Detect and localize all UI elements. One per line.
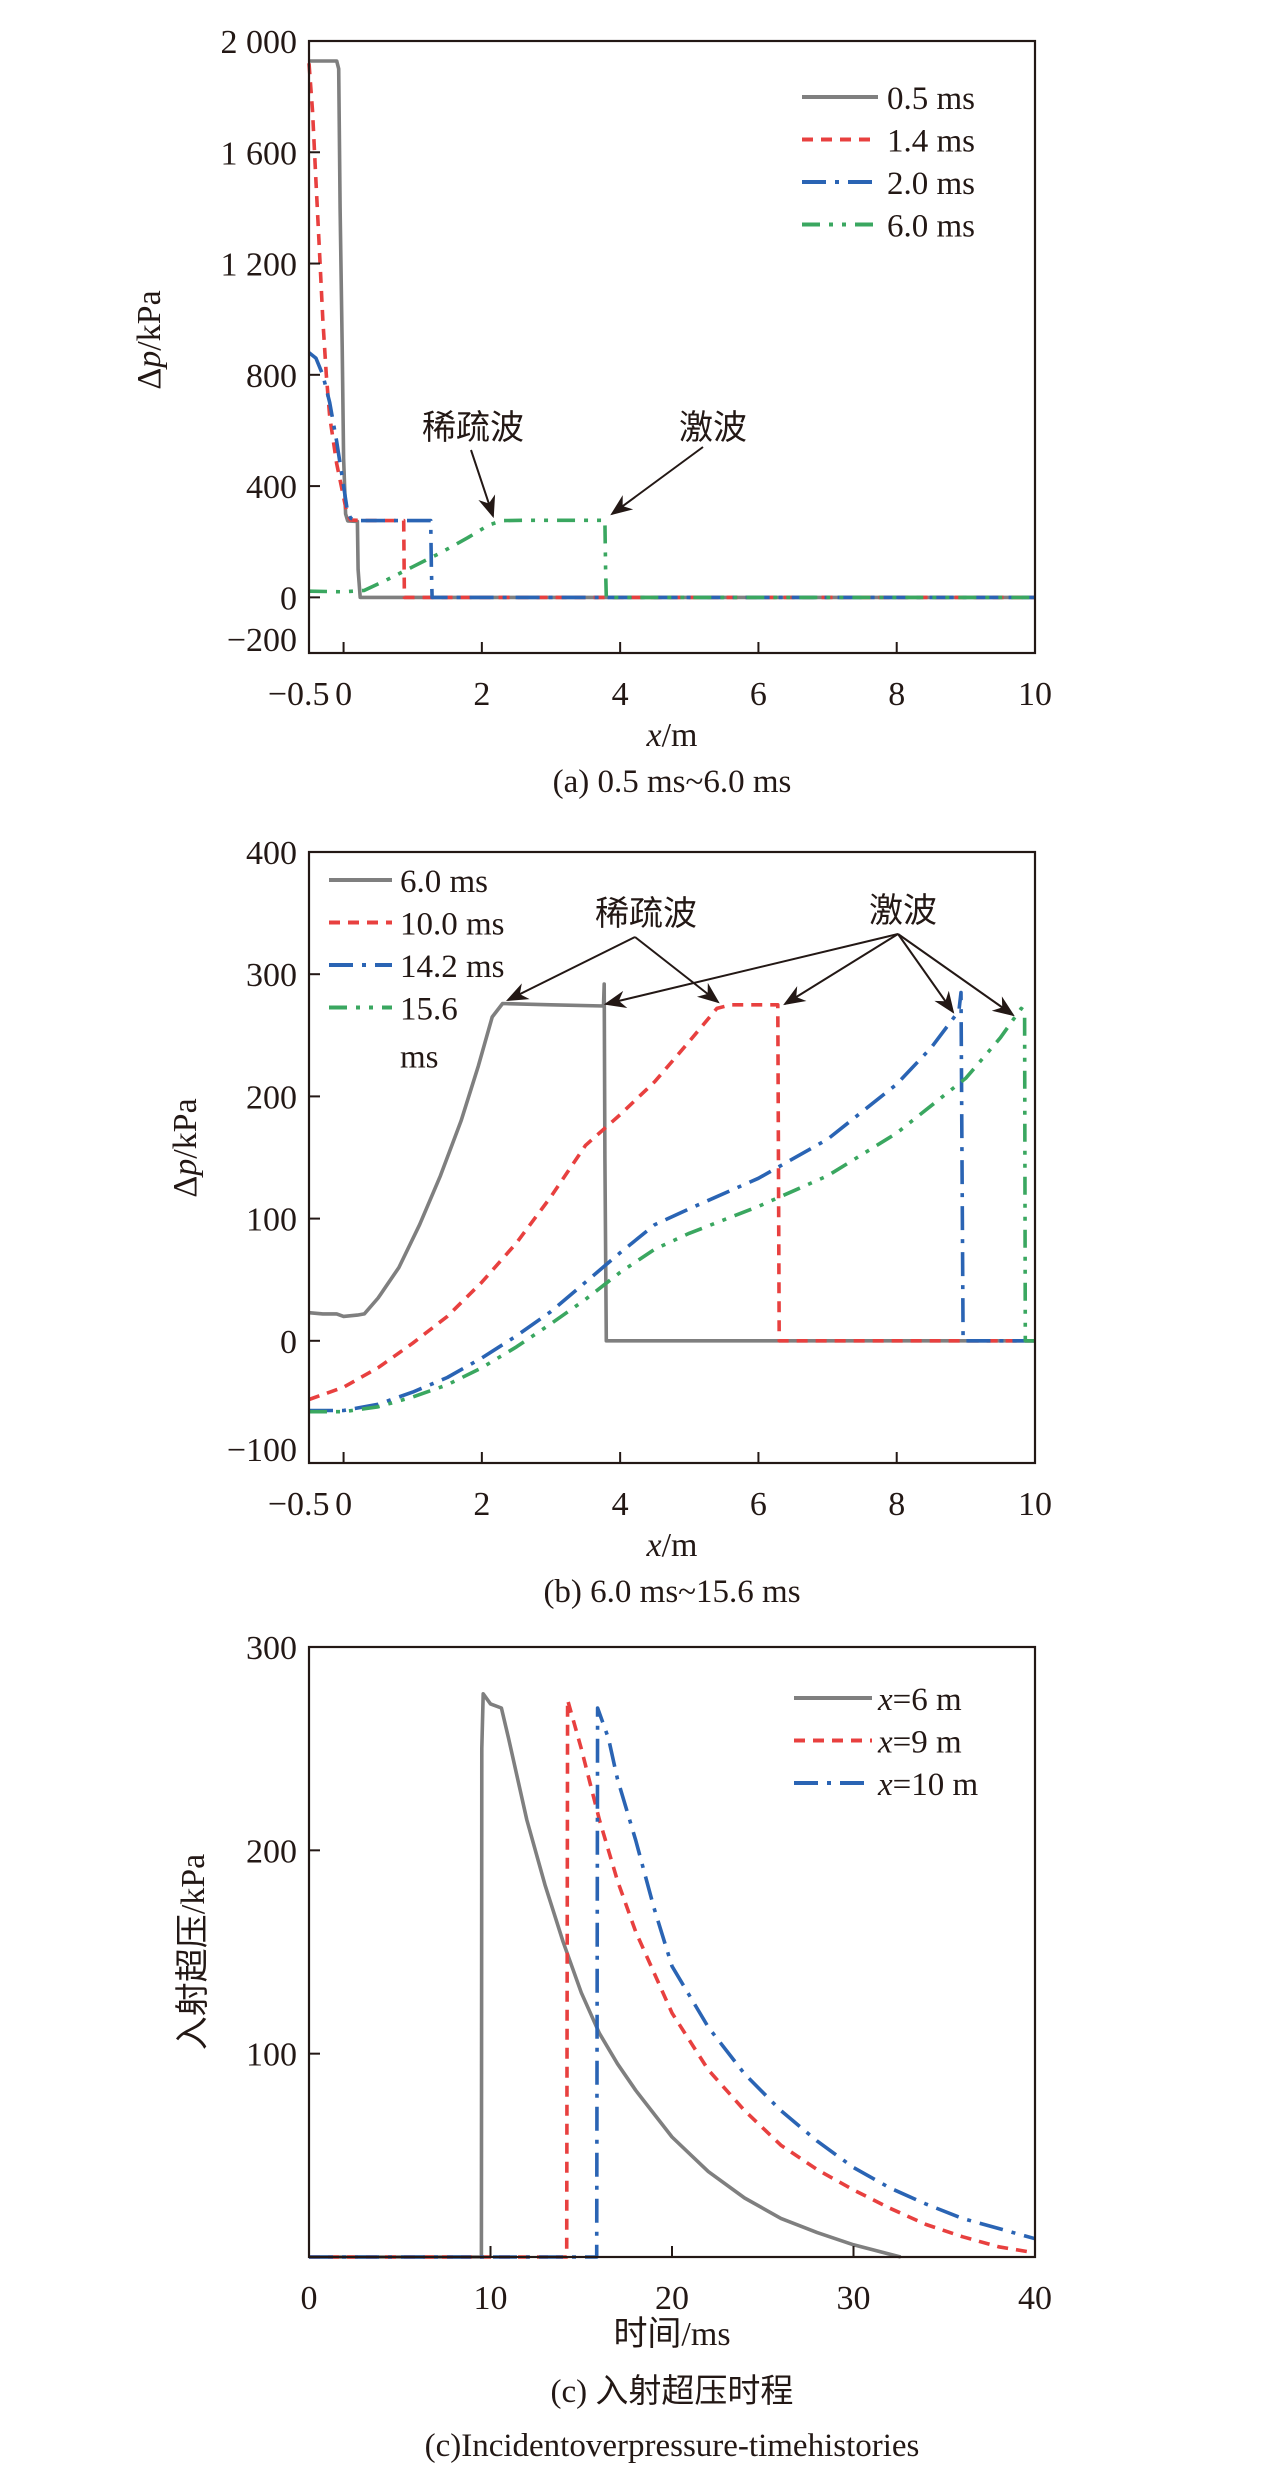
chart-b-ylabel: Δp/kPa [167, 1098, 204, 1197]
chart-b-xtick-label: 0 [335, 1486, 352, 1523]
chart-c-xtick-label: 20 [655, 2280, 689, 2317]
chart-b-arrow-rarefaction-2 [634, 936, 720, 1004]
chart-a-ticks [309, 151, 898, 653]
chart-a-ylabel: Δp/kPa [131, 290, 168, 389]
chart-b-ticks [309, 973, 898, 1463]
chart-b-ytick-label: 100 [246, 1202, 297, 1239]
chart-c-ticks [309, 1849, 855, 2257]
chart-c-xtick-label: 40 [1018, 2280, 1052, 2317]
chart-b-legend-label-2: 14.2 ms [400, 949, 505, 985]
chart-b-xtick-label: 10 [1018, 1486, 1052, 1523]
chart-b-ytick-label: 300 [246, 957, 297, 994]
chart-c-xlabel: 时间/ms [613, 2316, 730, 2353]
chart-a-arrow-shock [610, 446, 704, 516]
chart-c-legend-label-2: x=10 m [877, 1767, 979, 1803]
chart-b-ytick-label: −100 [227, 1432, 297, 1469]
chart-c-legend-label-0: x=6 m [877, 1682, 962, 1718]
chart-a-ytick-label: −200 [227, 622, 297, 659]
chart-a-series [307, 59, 1035, 600]
chart-a-annotation-shock: 激波 [679, 409, 747, 447]
chart-b-arrow-shock-1 [603, 933, 899, 1008]
chart-b-xtick-label: 4 [612, 1486, 629, 1523]
chart-b-legend-label-3: 15.6 [400, 992, 458, 1028]
chart-c-series-0 [309, 1692, 902, 2259]
chart-a-ytick-label: 1 200 [221, 247, 298, 284]
chart-b-arrow-shock-2 [783, 933, 899, 1006]
chart-b-annotation-shock: 激波 [869, 892, 937, 930]
chart-b-legend-label-3-wrap: ms [400, 1040, 439, 1076]
chart-b-xtick-label: −0.5 [268, 1486, 330, 1523]
chart-a-arrow-rarefaction [470, 449, 496, 519]
chart-c-series [309, 1692, 1036, 2259]
chart-b-series [308, 982, 1035, 1414]
chart-a-xlabel: x/m [646, 717, 698, 754]
chart-a-ytick-label: 800 [246, 358, 297, 395]
chart-c-legend: x=6 m x=9 m x=10 m [794, 1682, 979, 1803]
chart-a-xtick-label: 4 [612, 676, 629, 713]
chart-a-ytick-label: 0 [280, 580, 297, 617]
chart-c: 0 10 20 30 40 100 200 300 x=6 m x=9 m x=10 m 入射超压… [174, 1630, 1052, 2464]
chart-b-ytick-label: 400 [246, 835, 297, 872]
chart-c-series-1 [309, 1698, 1036, 2259]
chart-a-series-1 [307, 63, 1035, 600]
chart-c-series-2 [309, 1706, 1036, 2259]
chart-c-xtick-label: 0 [301, 2280, 318, 2317]
chart-a-xtick-label: 0 [335, 676, 352, 713]
chart-a-legend-label-3: 6.0 ms [887, 209, 975, 245]
chart-a-ytick-label: 2 000 [221, 24, 298, 61]
chart-b-legend-label-0: 6.0 ms [400, 864, 488, 900]
chart-a-ytick-label: 400 [246, 469, 297, 506]
chart-a-xtick-label: 8 [888, 676, 905, 713]
chart-a-series-2 [307, 351, 1035, 600]
chart-a-legend-label-1: 1.4 ms [887, 124, 975, 160]
chart-b-xtick-label: 2 [473, 1486, 490, 1523]
chart-b-arrow-rarefaction-1 [506, 936, 636, 1001]
chart-b-arrow-shock-4 [897, 933, 1015, 1017]
chart-b-ytick-label: 200 [246, 1079, 297, 1116]
chart-b-legend-label-1: 10.0 ms [400, 907, 505, 943]
chart-c-ytick-label: 200 [246, 1833, 297, 1870]
chart-a-xtick-label: 6 [750, 676, 767, 713]
chart-a-legend-label-2: 2.0 ms [887, 166, 975, 202]
chart-a-caption: (a) 0.5 ms~6.0 ms [553, 764, 792, 800]
chart-b-frame [307, 850, 1037, 1465]
chart-b-xlabel: x/m [646, 1527, 698, 1564]
chart-a-legend: 0.5 ms 1.4 ms 2.0 ms 6.0 ms [802, 81, 975, 245]
chart-b-caption: (b) 6.0 ms~15.6 ms [543, 1574, 800, 1610]
chart-a-xtick-label: −0.5 [268, 676, 330, 713]
chart-b-legend: 6.0 ms 10.0 ms 14.2 ms 15.6 ms [329, 864, 505, 1076]
chart-b-xtick-label: 8 [888, 1486, 905, 1523]
chart-a-annotation-rarefaction: 稀疏波 [422, 409, 524, 447]
chart-b-series-0 [308, 982, 1035, 1343]
chart-c-ylabel: 入射超压/kPa [174, 1854, 212, 2050]
chart-b-xtick-label: 6 [750, 1486, 767, 1523]
chart-b-series-1 [308, 1003, 1035, 1402]
chart-c-tick-labels: 0 10 20 30 40 100 200 300 [246, 1630, 1052, 2317]
chart-b-arrow-shock-3 [897, 933, 955, 1014]
chart-b-annotation-rarefaction: 稀疏波 [595, 895, 697, 933]
chart-a-series-3 [308, 518, 1035, 600]
chart-a-xtick-label: 10 [1018, 676, 1052, 713]
chart-b-ytick-label: 0 [280, 1324, 297, 1361]
chart-b-series-2 [309, 990, 1035, 1413]
chart-c-ytick-label: 100 [246, 2037, 297, 2074]
chart-c-caption-en: (c)Incidentoverpressure-timehistories [425, 2428, 920, 2464]
chart-c-caption: (c) 入射超压时程 [551, 2373, 794, 2410]
chart-a-xtick-label: 2 [473, 676, 490, 713]
chart-a-ytick-label: 1 600 [221, 135, 298, 172]
chart-c-ytick-label: 300 [246, 1630, 297, 1667]
chart-a-legend-label-0: 0.5 ms [887, 81, 975, 117]
chart-a-frame [307, 39, 1037, 655]
chart-c-legend-label-1: x=9 m [877, 1725, 962, 1761]
chart-c-xtick-label: 30 [837, 2280, 871, 2317]
chart-c-xtick-label: 10 [474, 2280, 508, 2317]
chart-b-series-3 [309, 1006, 1035, 1414]
